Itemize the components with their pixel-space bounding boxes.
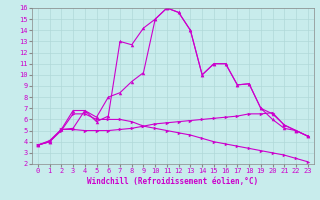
X-axis label: Windchill (Refroidissement éolien,°C): Windchill (Refroidissement éolien,°C) [87, 177, 258, 186]
